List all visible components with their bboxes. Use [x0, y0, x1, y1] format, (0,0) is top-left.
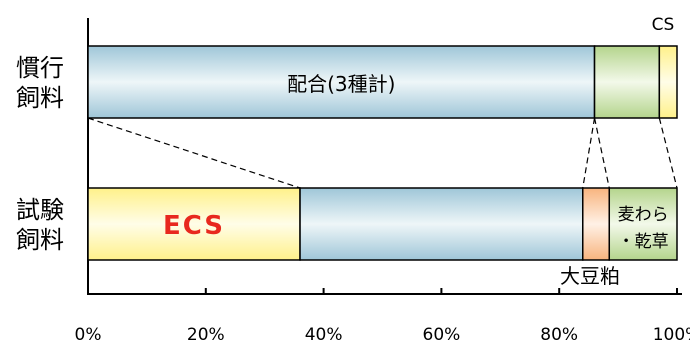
x-tick-label: 80% [540, 325, 578, 345]
bar-segment [608, 187, 678, 261]
row-label-line1: 慣行 [16, 54, 64, 82]
x-tick-label: 60% [423, 325, 461, 345]
bar-segment [87, 187, 301, 261]
segment-label-straw-line1: 麦わら [618, 205, 669, 225]
row-label-line2: 飼料 [16, 226, 64, 254]
x-tick-label: 100% [653, 325, 690, 345]
connector-line [593, 117, 610, 189]
bar-segment [658, 45, 678, 119]
x-tick-label: 0% [75, 325, 102, 345]
bar-segment [299, 187, 584, 261]
x-tick-label: 40% [305, 325, 343, 345]
connector-line [658, 117, 678, 189]
segment-label: 配合(3種計) [287, 72, 395, 96]
row-label-line2: 飼料 [16, 84, 64, 112]
connector-line [87, 117, 301, 189]
segment-label-straw-line2: ・乾草 [618, 232, 669, 252]
segment-label-ecs: ECS [163, 211, 225, 241]
x-tick-label: 20% [187, 325, 225, 345]
row-label-line1: 試験 [16, 196, 64, 224]
bar-segment [593, 45, 661, 119]
segment-label-cs: CS [652, 15, 675, 35]
bar-segment [582, 187, 611, 261]
segment-label-soybean: 大豆粕 [560, 264, 620, 288]
bar-segment [87, 45, 596, 119]
connector-line [582, 117, 596, 189]
